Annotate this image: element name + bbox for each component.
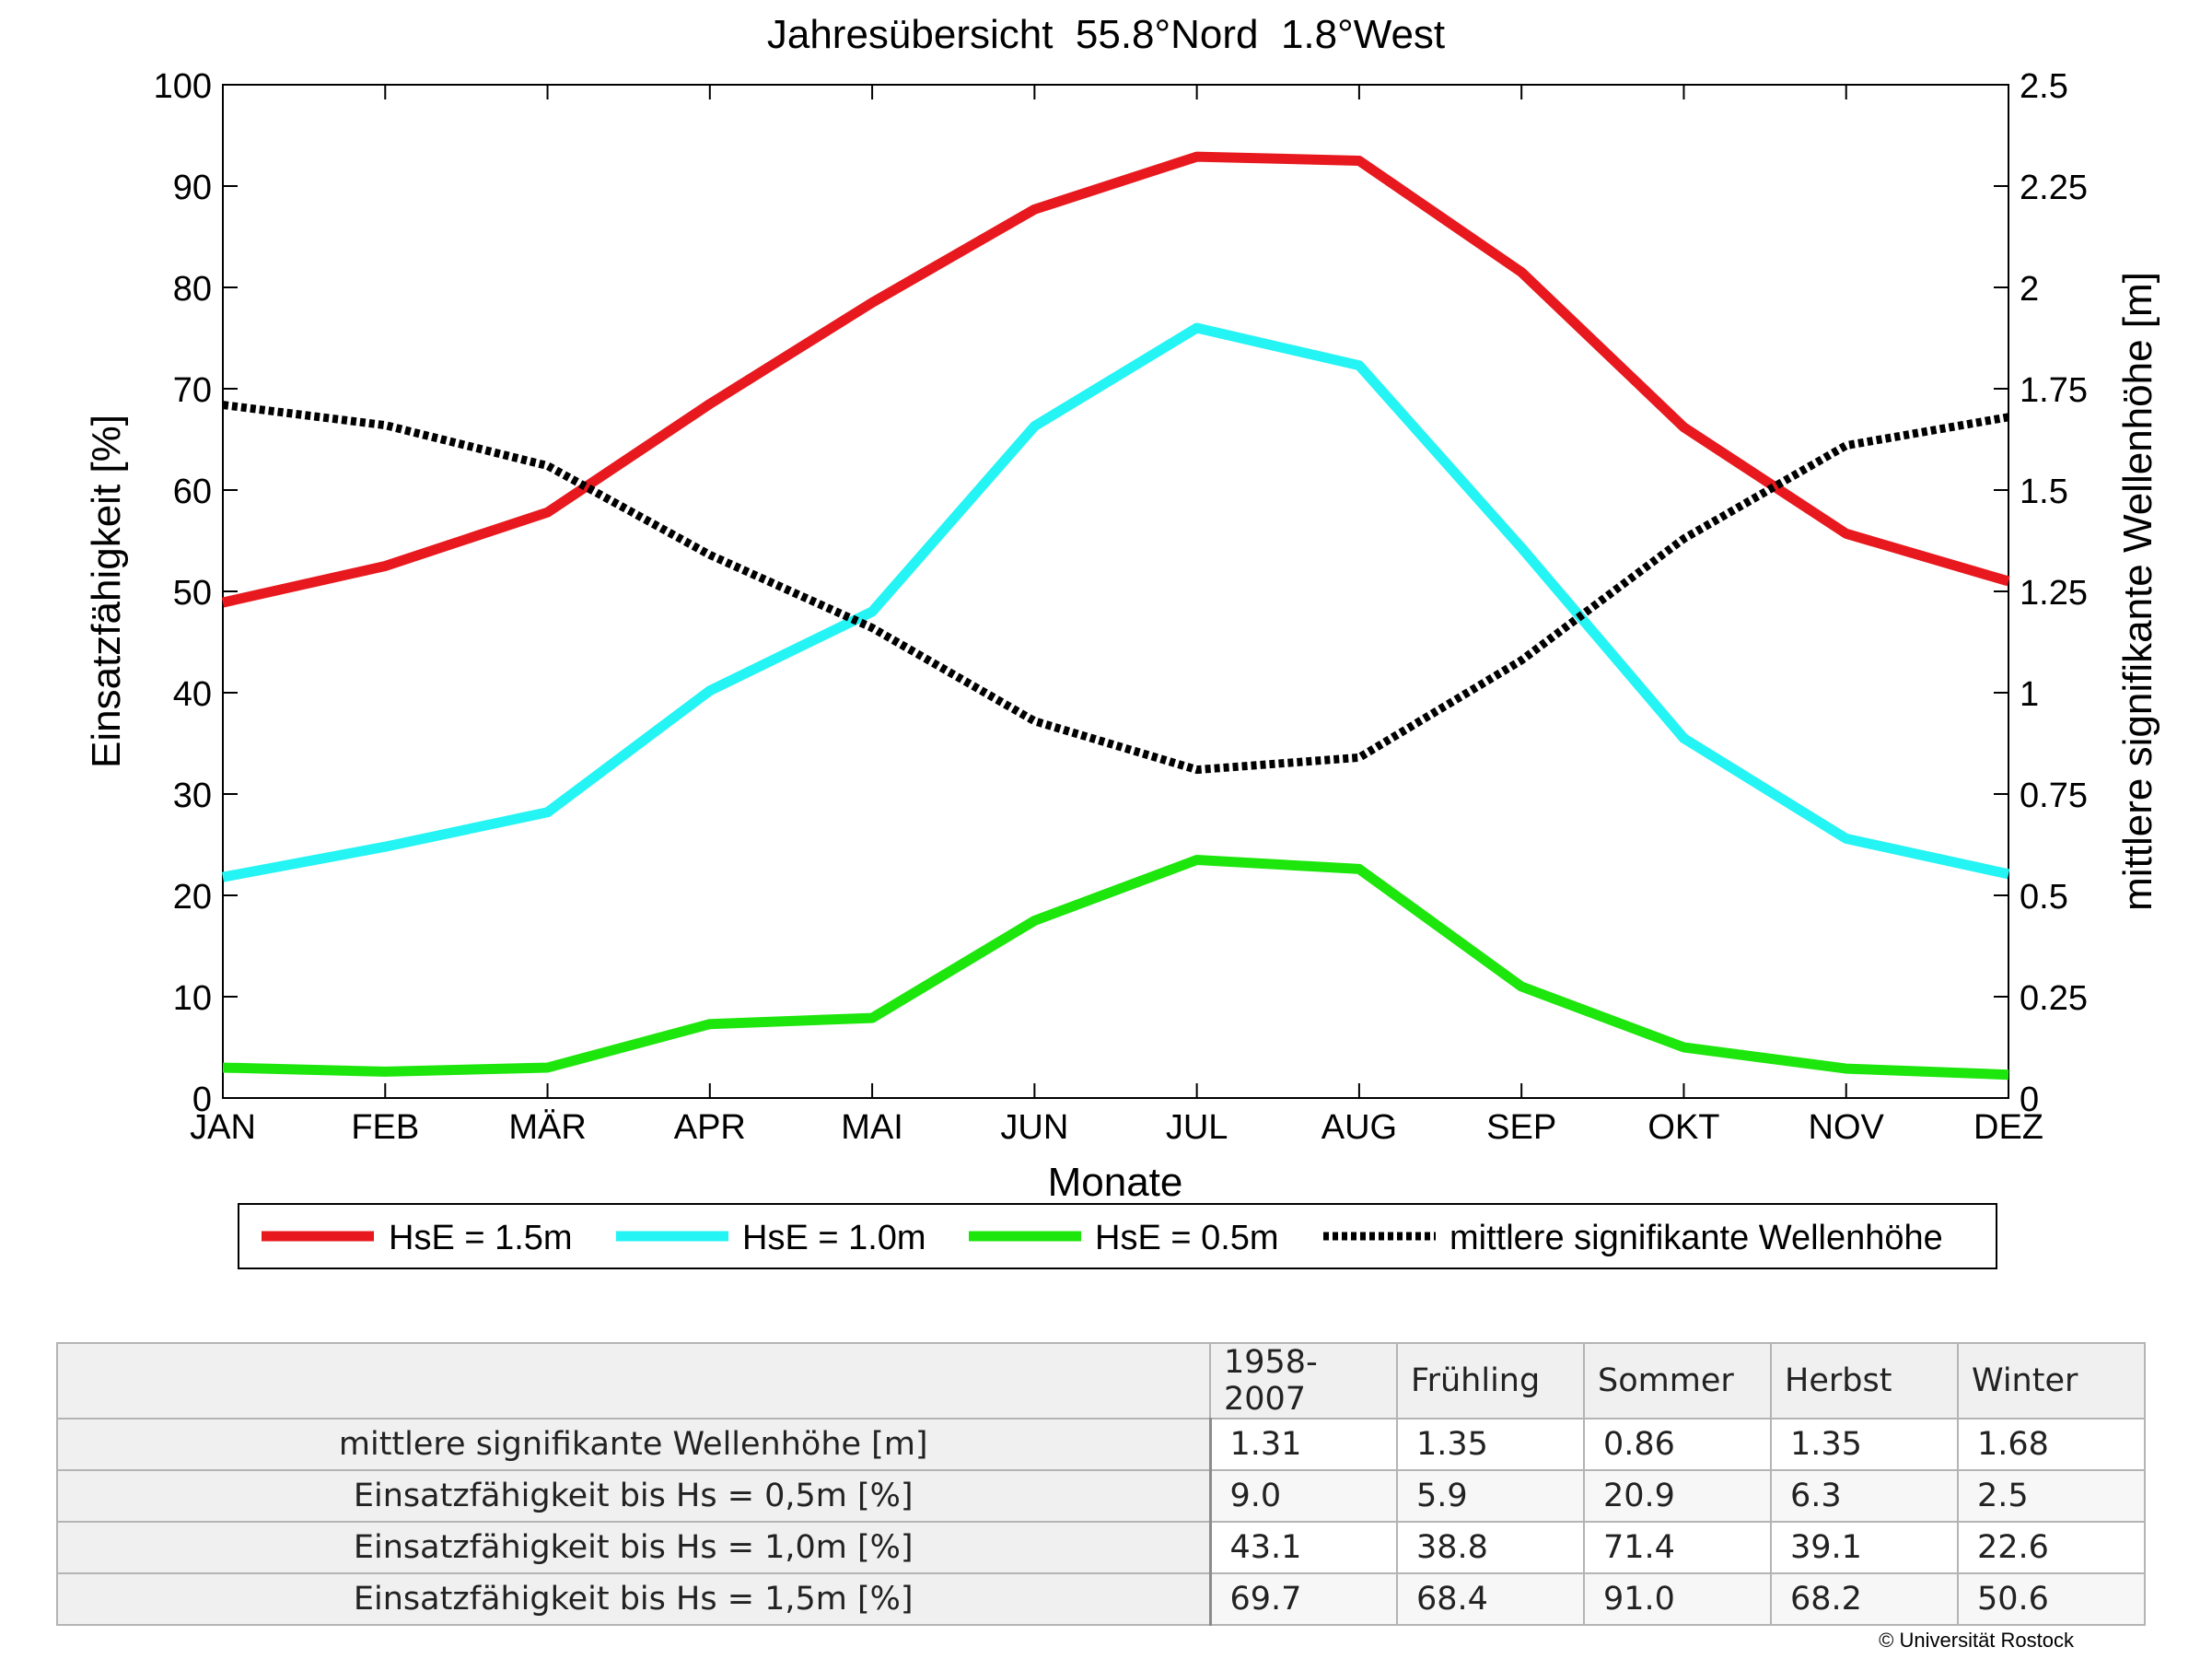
- left-tick-label: 80: [173, 270, 212, 309]
- left-tick-label: 100: [154, 67, 212, 106]
- table-header-cell: Sommer: [1583, 1342, 1772, 1419]
- x-tick-label: NOV: [1809, 1108, 1885, 1147]
- table-row: Einsatzfähigkeit bis Hs = 1,5m [%] 69.7 …: [56, 1572, 2146, 1626]
- x-tick-label: MAI: [841, 1108, 903, 1147]
- left-axis-ticks: 0 10 20 30 40 50 60 70 80 90 100: [154, 67, 238, 1119]
- table-cell: 0.86: [1583, 1418, 1772, 1471]
- table-cell: 68.4: [1396, 1572, 1585, 1626]
- right-tick-label: 1.5: [2020, 473, 2068, 511]
- right-axis-ticks: 0 0.25 0.5 0.75 1 1.25 1.5 1.75 2 2.25 2.5: [1994, 67, 2088, 1119]
- table-cell: 2.5: [1957, 1469, 2146, 1523]
- right-tick-label: 0: [2020, 1081, 2039, 1119]
- table-cell: 39.1: [1770, 1521, 1959, 1574]
- table-row: Einsatzfähigkeit bis Hs = 0,5m [%] 9.0 5…: [56, 1469, 2146, 1523]
- table-cell: 5.9: [1396, 1469, 1585, 1523]
- left-tick-label: 20: [173, 878, 212, 917]
- table-header-cell: 1958-2007: [1209, 1342, 1398, 1419]
- table-row-label: mittlere signifikante Wellenhöhe [m]: [56, 1418, 1212, 1471]
- right-tick-label: 0.5: [2020, 878, 2068, 917]
- legend-label: HsE = 0.5m: [1095, 1219, 1279, 1257]
- right-tick-label: 0.75: [2020, 777, 2088, 815]
- table-cell: 1.35: [1396, 1418, 1585, 1471]
- table-cell: 1.31: [1209, 1418, 1398, 1471]
- table-cell: 71.4: [1583, 1521, 1772, 1574]
- x-tick-label: FEB: [351, 1108, 419, 1147]
- plot-area: 0 10 20 30 40 50 60 70 80 90 100 0 0.25 0.5 0.75 1 1.25…: [154, 67, 2088, 1147]
- right-tick-label: 1: [2020, 675, 2039, 714]
- table-cell: 68.2: [1770, 1572, 1959, 1626]
- table-cell: 50.6: [1957, 1572, 2146, 1626]
- copyright-notice: © Universität Rostock: [1879, 1629, 2074, 1652]
- x-tick-label: JUN: [1000, 1108, 1068, 1147]
- x-tick-label: OKT: [1647, 1108, 1719, 1147]
- table-row: Einsatzfähigkeit bis Hs = 1,0m [%] 43.1 …: [56, 1521, 2146, 1574]
- x-tick-label: SEP: [1486, 1108, 1556, 1147]
- x-axis-ticks: JAN FEB MÄR APR MAI JUN JUL AUG SEP OKT NOV DEZ: [190, 85, 2043, 1147]
- legend-frame: [238, 1203, 1997, 1269]
- table-row-label: Einsatzfähigkeit bis Hs = 0,5m [%]: [56, 1469, 1212, 1523]
- table-cell: 9.0: [1209, 1469, 1398, 1523]
- table-row-label: Einsatzfähigkeit bis Hs = 1,0m [%]: [56, 1521, 1212, 1574]
- left-tick-label: 40: [173, 675, 212, 714]
- table-cell: 1.35: [1770, 1418, 1959, 1471]
- summary-table: 1958-2007 Frühling Sommer Herbst Winter …: [56, 1342, 2146, 1626]
- y-axis-label: Einsatzfähigkeit [%]: [84, 415, 129, 768]
- left-tick-label: 70: [173, 371, 212, 410]
- chart-title: Jahresübersicht 55.8°Nord 1.8°West: [767, 12, 1445, 57]
- chart: Jahresübersicht 55.8°Nord 1.8°West 01020…: [84, 12, 2160, 1269]
- x-tick-label: DEZ: [1973, 1108, 2043, 1147]
- series-line: [221, 151, 2010, 608]
- series-line: [221, 322, 2010, 882]
- table-header-cell: Winter: [1957, 1342, 2146, 1419]
- table-cell: 20.9: [1583, 1469, 1772, 1523]
- right-tick-label: 1.75: [2020, 371, 2088, 410]
- table-cell: 91.0: [1583, 1572, 1772, 1626]
- table-header-cell: Herbst: [1770, 1342, 1959, 1419]
- right-tick-label: 1.25: [2020, 574, 2088, 613]
- legend: HsE = 1.5m HsE = 1.0m HsE = 0.5m mittlere s…: [238, 1203, 1997, 1269]
- legend-label: mittlere signifikante Wellenhöhe: [1449, 1219, 1943, 1257]
- series-line: [222, 855, 2009, 1081]
- legend-label: HsE = 1.0m: [742, 1219, 926, 1257]
- right-tick-label: 2: [2020, 270, 2039, 309]
- table-cell: 69.7: [1209, 1572, 1398, 1626]
- right-tick-label: 0.25: [2020, 979, 2088, 1018]
- table-cell: 38.8: [1396, 1521, 1585, 1574]
- x-tick-label: APR: [674, 1108, 746, 1147]
- x-tick-label: JAN: [190, 1108, 256, 1147]
- left-tick-label: 30: [173, 777, 212, 815]
- left-tick-label: 90: [173, 169, 212, 207]
- table-cell: 43.1: [1209, 1521, 1398, 1574]
- left-tick-label: 0: [192, 1081, 212, 1119]
- x-tick-label: MÄR: [508, 1108, 586, 1147]
- table-cell: 6.3: [1770, 1469, 1959, 1523]
- right-tick-label: 2.5: [2020, 67, 2068, 106]
- table-row: mittlere signifikante Wellenhöhe [m] 1.3…: [56, 1418, 2146, 1471]
- x-tick-label: JUL: [1166, 1108, 1228, 1147]
- left-tick-label: 60: [173, 473, 212, 511]
- right-tick-label: 2.25: [2020, 169, 2088, 207]
- legend-label: HsE = 1.5m: [389, 1219, 573, 1257]
- table-header-cell: Frühling: [1396, 1342, 1585, 1419]
- left-tick-label: 10: [173, 979, 212, 1018]
- plot-frame: [222, 84, 2009, 1099]
- x-axis-label: Monate: [1048, 1160, 1183, 1205]
- table-cell: 22.6: [1957, 1521, 2146, 1574]
- x-tick-label: AUG: [1321, 1108, 1397, 1147]
- table-header-row: 1958-2007 Frühling Sommer Herbst Winter: [56, 1342, 2146, 1419]
- table-row-label: Einsatzfähigkeit bis Hs = 1,5m [%]: [56, 1572, 1212, 1626]
- table-cell: 1.68: [1957, 1418, 2146, 1471]
- y2-axis-label: mittlere signifikante Wellenhöhe [m]: [2115, 272, 2160, 911]
- table-corner-cell: [56, 1342, 1211, 1419]
- left-tick-label: 50: [173, 574, 212, 613]
- series-layer: [221, 151, 2010, 1081]
